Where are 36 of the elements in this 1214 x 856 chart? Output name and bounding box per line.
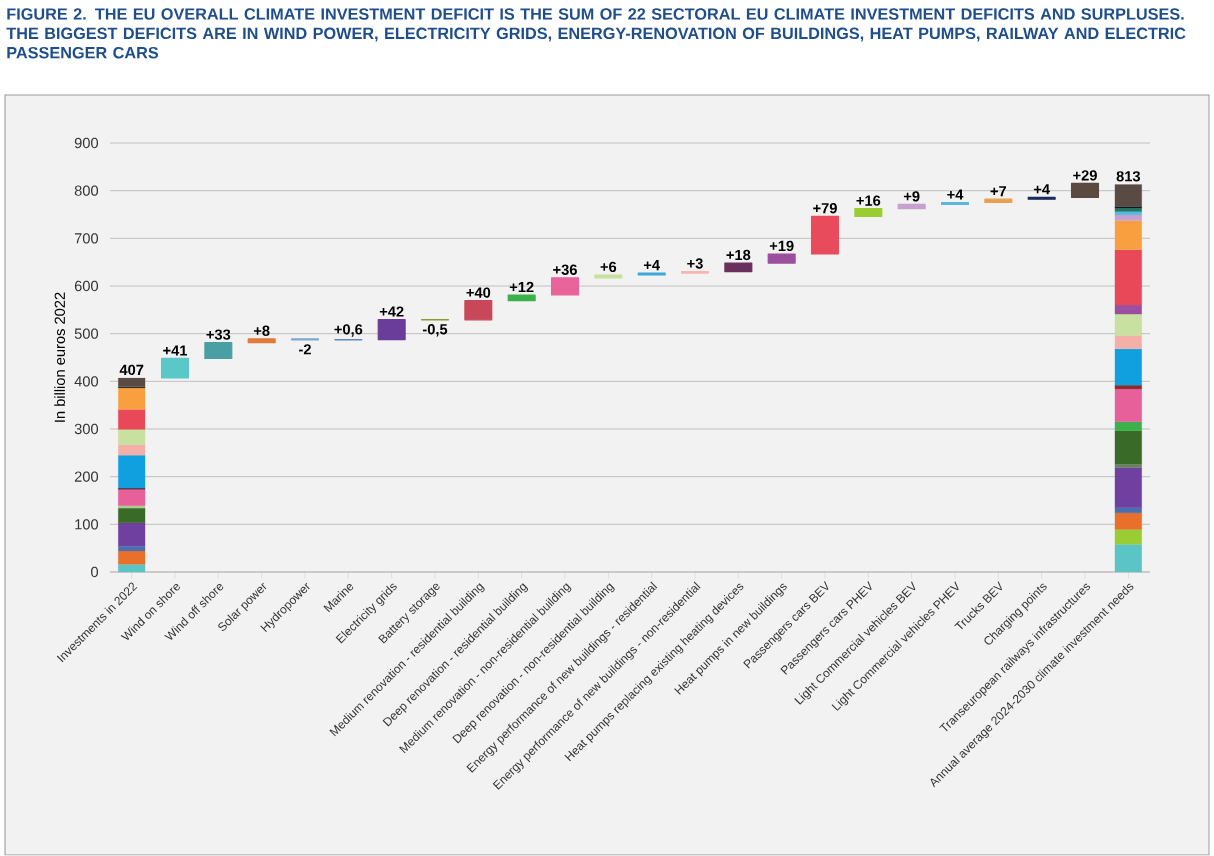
data-label: +79 bbox=[813, 203, 837, 214]
data-label: +6 bbox=[600, 261, 617, 273]
data-label: +41 bbox=[163, 345, 188, 356]
data-label: +4 bbox=[643, 260, 660, 271]
data-label: +3 bbox=[687, 258, 703, 269]
y-tick-label: 100 bbox=[75, 519, 99, 530]
data-label: +42 bbox=[379, 306, 404, 317]
data-label: +9 bbox=[903, 191, 920, 202]
y-tick-label: 600 bbox=[74, 281, 99, 292]
data-label: +40 bbox=[466, 287, 491, 299]
total-label: 407 bbox=[119, 364, 144, 376]
y-tick-label: 200 bbox=[74, 471, 99, 483]
data-label: -2 bbox=[299, 344, 311, 355]
y-tick-label: 900 bbox=[74, 138, 99, 149]
data-label: +18 bbox=[726, 249, 751, 261]
data-label: +16 bbox=[856, 195, 881, 207]
y-tick-label: 0 bbox=[91, 567, 99, 578]
y-tick-label: 400 bbox=[74, 376, 99, 387]
data-label: +33 bbox=[206, 329, 231, 341]
y-tick-label: 800 bbox=[74, 185, 99, 197]
data-label: +29 bbox=[1073, 170, 1097, 181]
y-tick-label: 300 bbox=[74, 424, 99, 435]
y-tick-label: 700 bbox=[74, 233, 99, 244]
total-label: 813 bbox=[1116, 171, 1141, 182]
y-axis-title: In billion euros 2022 bbox=[54, 292, 66, 422]
chart-title: FIGURE 2. THE EU OVERALL CLIMATE INVESTMENT DEFICIT IS THE SUM OF 22 SECTORAL EU CLIMATE INVESTMENT DEFICITS AND SURPLUSES. THE BIGGEST DEFICITS ARE IN WIND POWER, ELECTRICITY GRIDS, ENERGY-RENOVATION OF BUILDINGS, HEAT PUMPS, RAILWAY AND ELECTRIC PASSENGER CARS bbox=[6, 8, 1186, 59]
data-label: +7 bbox=[990, 186, 1007, 197]
data-label: +4 bbox=[947, 189, 964, 200]
data-label: -0,5 bbox=[422, 324, 448, 337]
data-label: +36 bbox=[553, 264, 577, 276]
y-tick-label: 500 bbox=[74, 328, 99, 340]
data-label: +4 bbox=[1033, 184, 1050, 195]
data-label: +0,6 bbox=[334, 324, 363, 337]
data-label: +19 bbox=[769, 240, 794, 252]
data-label: +12 bbox=[509, 282, 534, 293]
data-label: +8 bbox=[253, 325, 270, 337]
